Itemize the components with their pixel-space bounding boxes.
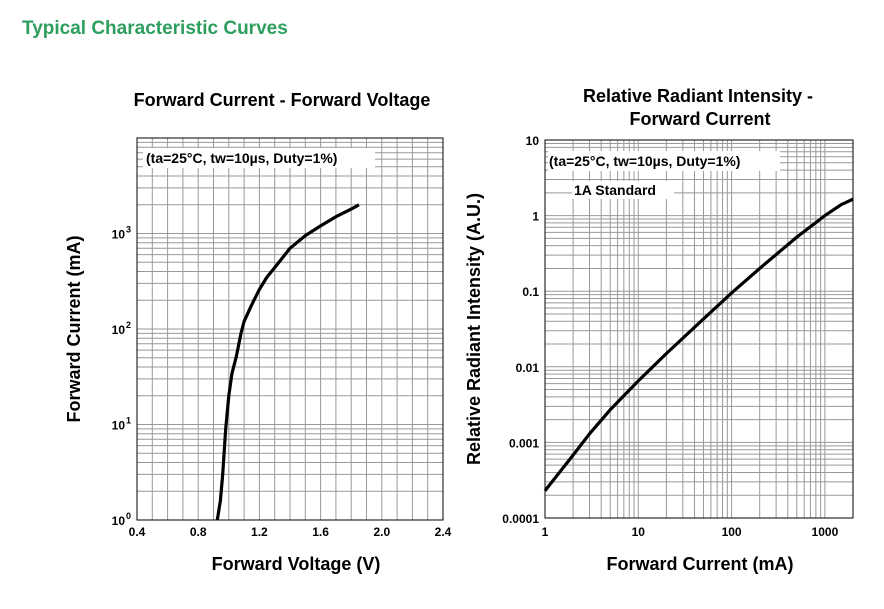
- chart1-series-line: [215, 203, 360, 521]
- chart2-title-line2: Forward Current: [629, 109, 770, 129]
- chart2-x-ticks: 1 10 100 1000: [542, 525, 839, 539]
- chart2-x-tick-label: 100: [722, 525, 742, 539]
- chart1-y-tick-label: 10: [112, 514, 126, 528]
- chart2-y-tick-label: 0.0001: [502, 512, 539, 526]
- chart2-y-tick-label: 0.1: [522, 285, 539, 299]
- chart2-standard-background: [572, 181, 674, 199]
- chart1-y-tick-label: 10: [112, 323, 126, 337]
- chart1-x-tick-label: 2.4: [435, 525, 452, 539]
- chart1-y-tick-label: 10: [112, 228, 126, 242]
- chart2-standard-annotation: 1A Standard: [574, 182, 656, 198]
- chart2-y-tick-label: 0.001: [509, 436, 539, 450]
- chart2-y-axis-label: Relative Radiant Intensity (A.U.): [464, 193, 484, 465]
- chart2-x-axis-label: Forward Current (mA): [606, 554, 793, 574]
- chart1-grid: [137, 138, 443, 520]
- chart2-title-line1: Relative Radiant Intensity -: [583, 86, 813, 106]
- chart-relative-intensity-current: Relative Radiant Intensity - Forward Cur…: [464, 86, 854, 574]
- chart1-x-tick-label: 2.0: [373, 525, 390, 539]
- chart2-y-ticks: 0.0001 0.001 0.01 0.1 1 10: [502, 134, 539, 526]
- chart1-x-axis-label: Forward Voltage (V): [212, 554, 381, 574]
- chart2-plot-frame: [544, 139, 854, 519]
- chart1-y-tick-exponent: 3: [126, 225, 131, 235]
- chart2-series-line: [543, 197, 854, 492]
- chart2-x-tick-label: 1: [542, 525, 549, 539]
- chart-forward-current-voltage: Forward Current - Forward Voltage 0.4 0.8…: [64, 90, 452, 574]
- chart1-y-tick-exponent: 1: [126, 416, 131, 426]
- chart1-title: Forward Current - Forward Voltage: [134, 90, 431, 110]
- chart1-conditions-annotation: (ta=25°C, tw=10µs, Duty=1%): [146, 150, 337, 166]
- chart2-conditions-annotation: (ta=25°C, tw=10µs, Duty=1%): [549, 153, 740, 169]
- chart2-y-tick-label: 10: [526, 134, 540, 148]
- chart1-plot-frame: [136, 137, 444, 521]
- chart2-x-tick-label: 10: [632, 525, 646, 539]
- chart1-y-axis-label: Forward Current (mA): [64, 235, 84, 422]
- page-title: Typical Characteristic Curves: [22, 18, 288, 39]
- chart2-y-tick-label: 1: [532, 210, 539, 224]
- chart2-annotation-background: [548, 151, 780, 171]
- chart1-x-ticks: 0.4 0.8 1.2 1.6 2.0 2.4: [129, 525, 452, 539]
- chart1-x-tick-label: 0.4: [129, 525, 146, 539]
- chart1-x-tick-label: 1.6: [312, 525, 329, 539]
- chart1-y-tick-exponent: 2: [126, 320, 131, 330]
- chart2-x-tick-label: 1000: [812, 525, 839, 539]
- chart1-y-tick-exponent: 0: [126, 511, 131, 521]
- chart1-x-tick-label: 0.8: [190, 525, 207, 539]
- chart1-x-tick-label: 1.2: [251, 525, 268, 539]
- chart1-annotation-background: [143, 148, 375, 168]
- chart2-y-tick-label: 0.01: [516, 361, 540, 375]
- chart1-y-tick-label: 10: [112, 419, 126, 433]
